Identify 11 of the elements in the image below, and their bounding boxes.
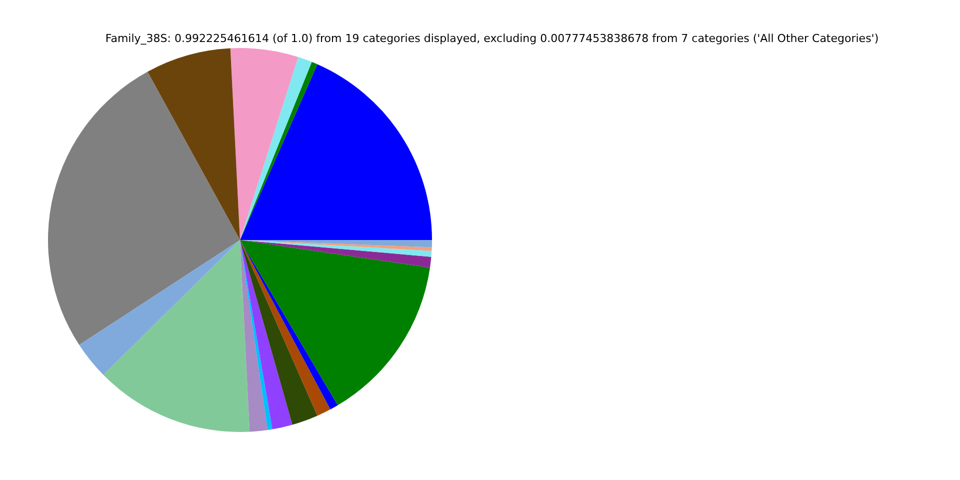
- pie-slice: [240, 64, 432, 240]
- text: Family_38S: 0.992225461614 (of 1.0) from 19 categories displayed, excluding 0.00777453838678 from 7 categories ('All Other Categories'): [105, 32, 879, 45]
- pie-slice: [240, 240, 318, 425]
- pie-slice: [48, 72, 240, 345]
- pie-slice: [240, 240, 432, 257]
- pie-slice: [103, 240, 250, 432]
- pie-slice: [148, 48, 240, 240]
- pie-slice: [79, 240, 240, 375]
- pie-slice: [240, 240, 292, 430]
- pie-slice: [240, 240, 432, 268]
- pie-slice: [230, 48, 298, 240]
